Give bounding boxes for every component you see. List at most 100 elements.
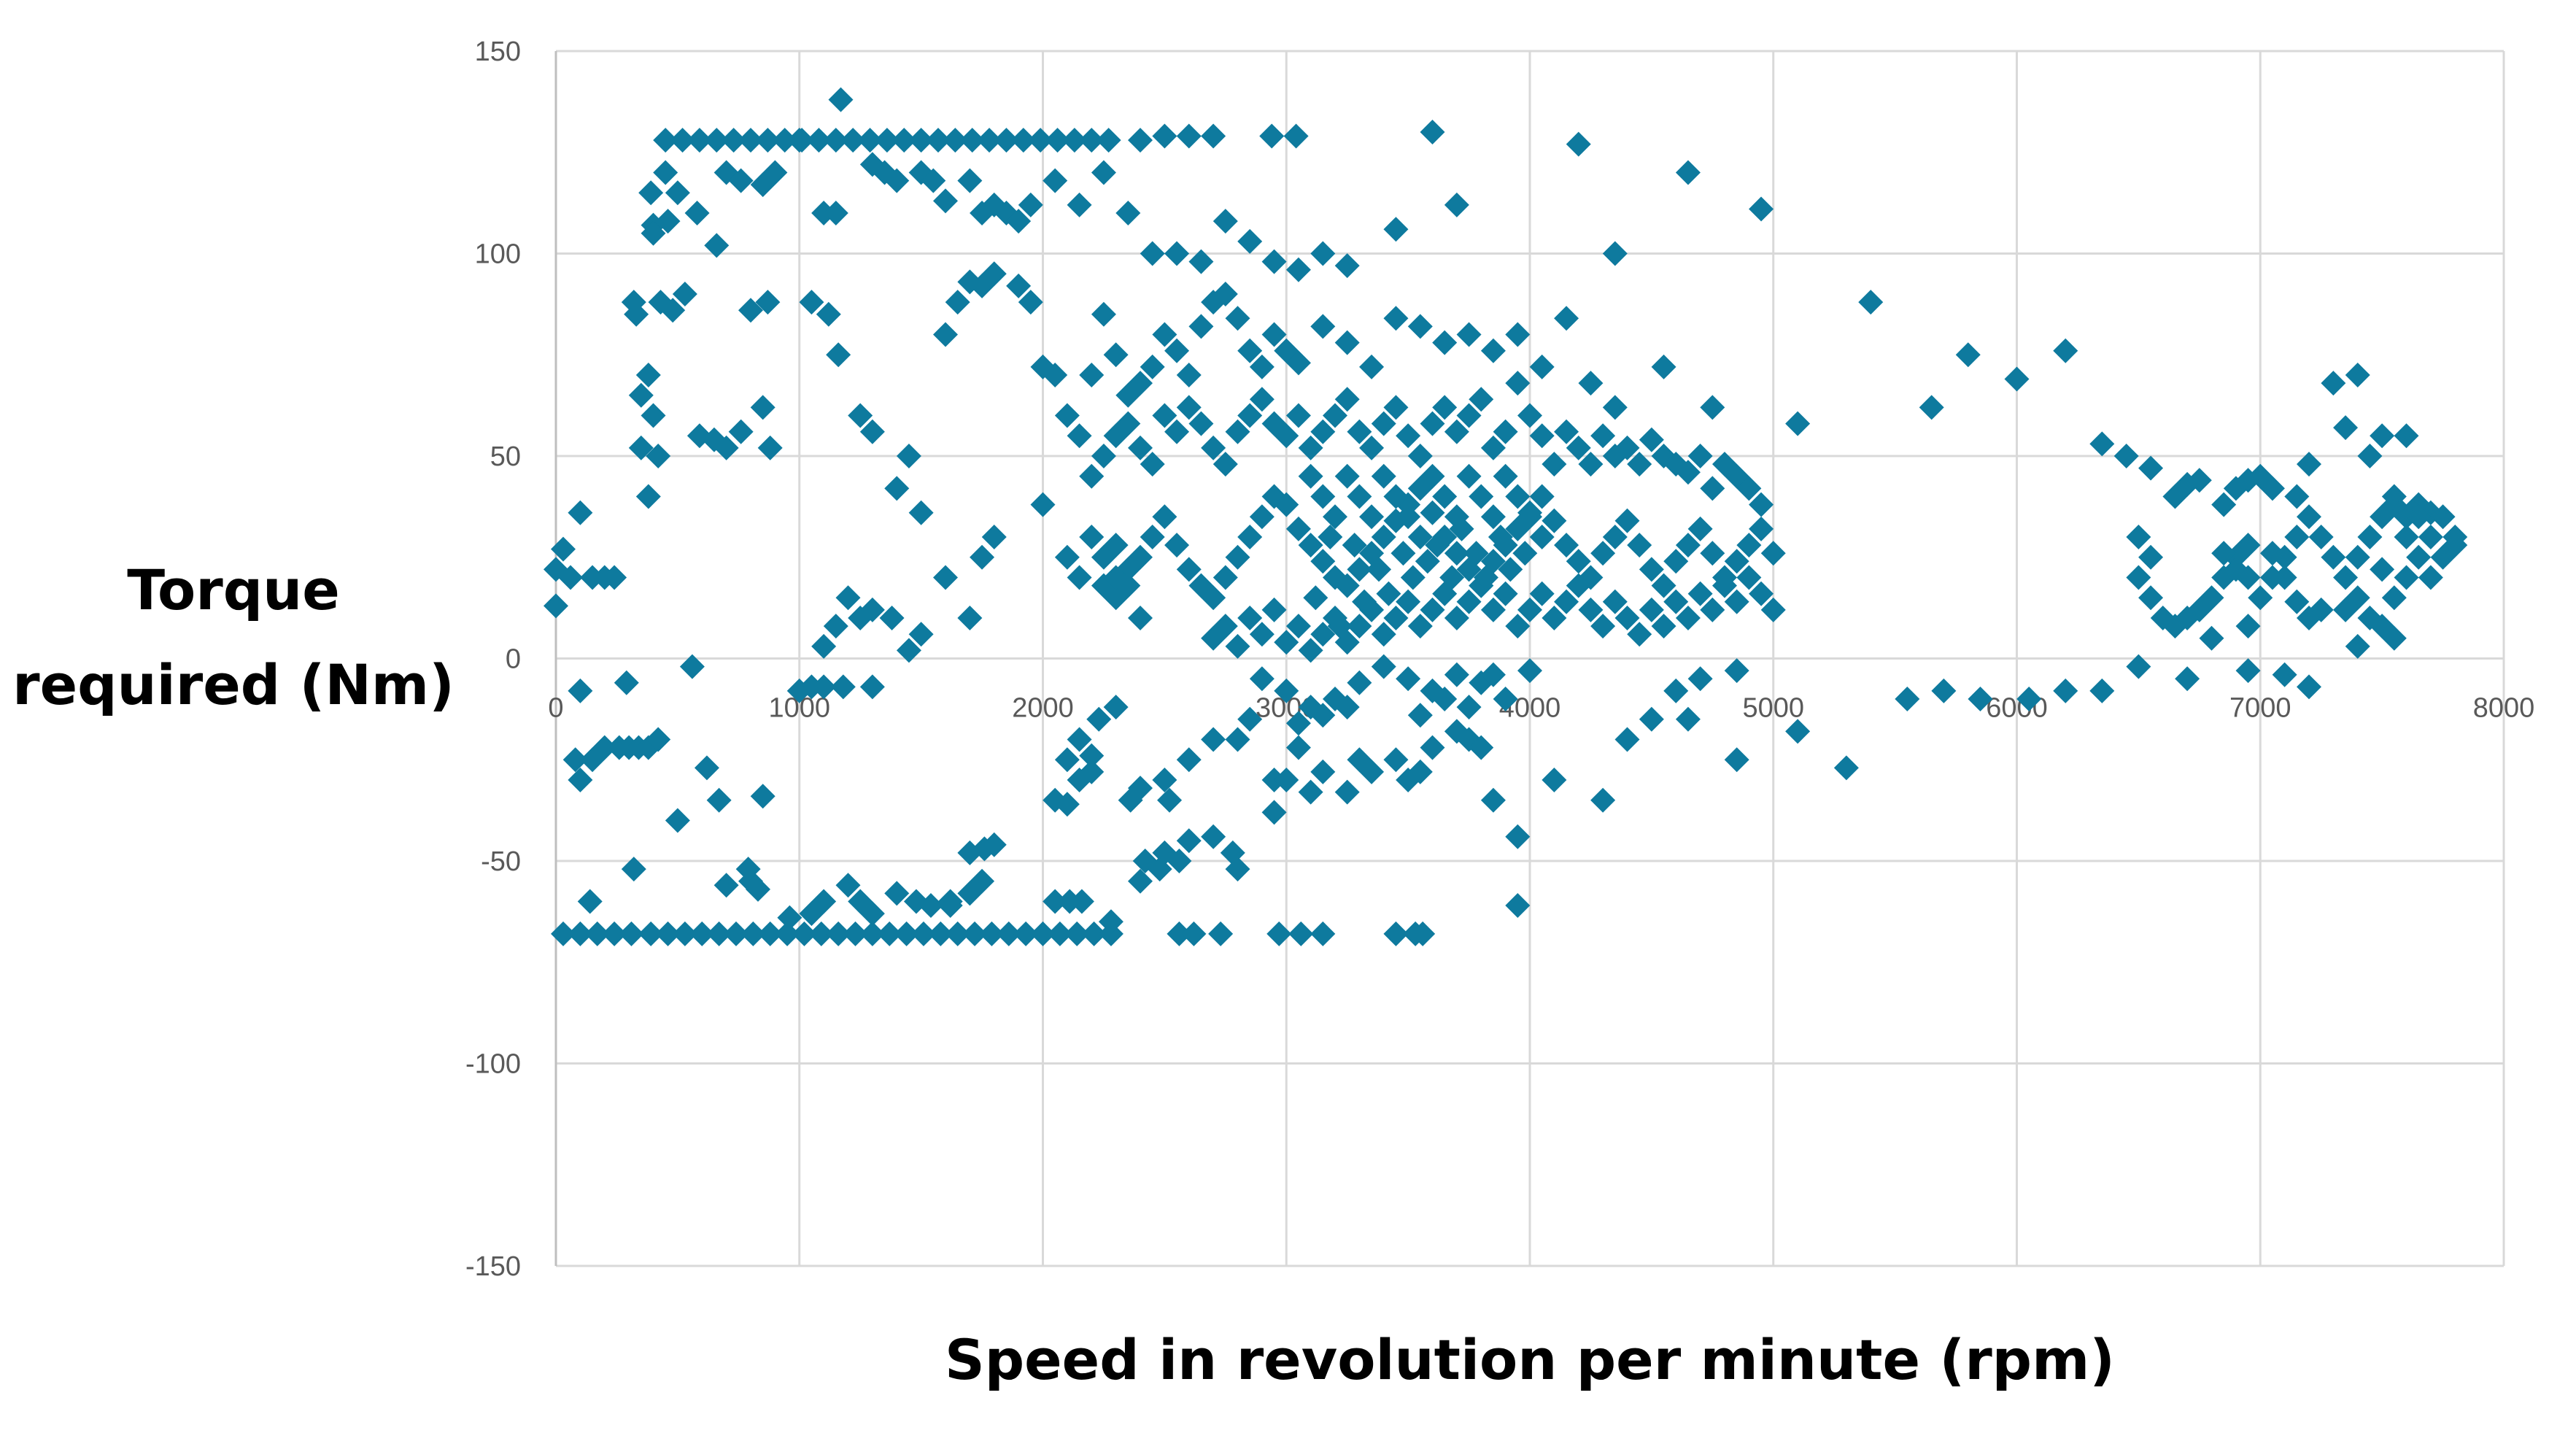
data-point: [2357, 444, 2383, 468]
grid: [554, 50, 2505, 1267]
data-point: [1347, 557, 1372, 582]
data-point: [1833, 755, 1859, 781]
data-point: [943, 128, 968, 153]
data-point: [1371, 411, 1396, 436]
data-point: [826, 921, 851, 946]
data-point: [646, 444, 671, 468]
data-point: [1079, 128, 1105, 153]
data-point: [1225, 633, 1250, 659]
data-point: [1749, 492, 1774, 517]
data-point: [945, 921, 970, 946]
data-point: [1079, 743, 1105, 768]
data-point: [1259, 123, 1285, 149]
data-point: [2284, 525, 2310, 549]
data-point: [1201, 585, 1226, 611]
data-point: [933, 565, 958, 590]
data-point: [1407, 444, 1433, 468]
data-point: [2259, 476, 2285, 501]
data-point: [2297, 504, 2321, 530]
data-point: [859, 921, 885, 946]
data-point: [1164, 419, 1190, 444]
data-point: [1201, 727, 1226, 752]
data-point: [2394, 565, 2419, 590]
data-point: [1432, 395, 1458, 420]
data-point: [1488, 525, 1513, 549]
data-point: [558, 565, 584, 590]
data-point: [1396, 423, 1421, 449]
data-point: [1724, 658, 1749, 684]
data-point: [728, 168, 754, 193]
data-point: [1554, 589, 1579, 614]
data-point: [1396, 666, 1421, 692]
data-point: [1347, 484, 1372, 509]
data-point: [2126, 525, 2151, 549]
data-point: [2211, 492, 2237, 517]
data-point: [1505, 824, 1531, 849]
data-point: [1432, 330, 1458, 355]
data-point: [1261, 800, 1287, 825]
data-point: [2321, 371, 2346, 396]
data-point: [1602, 395, 1628, 420]
data-point: [994, 128, 1019, 153]
data-point: [1298, 533, 1323, 558]
data-point: [1578, 371, 1604, 396]
data-point: [584, 921, 610, 946]
data-point: [1310, 703, 1336, 728]
data-point: [1396, 504, 1421, 530]
data-point: [2284, 484, 2310, 509]
data-point: [835, 873, 861, 898]
data-point: [1858, 290, 1884, 315]
data-point: [1968, 687, 1993, 711]
data-point: [646, 727, 671, 752]
data-point: [1261, 322, 1287, 347]
data-point: [713, 435, 739, 460]
data-point: [2235, 533, 2261, 558]
data-point: [2321, 544, 2346, 570]
data-point: [1347, 670, 1372, 695]
data-point: [1176, 747, 1202, 773]
data-point: [1651, 614, 1676, 639]
data-point: [1237, 338, 1263, 363]
data-point: [1274, 768, 1299, 792]
data-point: [1687, 666, 1713, 692]
data-point: [1383, 747, 1409, 773]
data-point: [816, 301, 841, 327]
data-point: [1310, 419, 1336, 444]
data-point: [1542, 452, 1567, 477]
data-point: [1371, 654, 1396, 679]
data-point: [1359, 759, 1385, 784]
data-point: [1128, 435, 1153, 460]
data-point: [2430, 504, 2456, 530]
data-point: [672, 921, 697, 946]
data-point: [1249, 387, 1275, 412]
data-point: [1749, 516, 1774, 541]
data-point: [1371, 622, 1396, 647]
data-point: [641, 220, 666, 246]
data-point: [1542, 768, 1567, 792]
data-point: [1318, 525, 1343, 549]
data-point: [1639, 557, 1664, 582]
data-point: [1517, 658, 1542, 684]
data-point: [755, 128, 781, 153]
data-point: [2138, 585, 2164, 611]
data-point: [933, 322, 958, 347]
data-point: [1152, 322, 1177, 347]
data-point: [1079, 363, 1105, 387]
data-point: [970, 544, 995, 570]
data-point: [1517, 597, 1542, 622]
data-point: [670, 128, 695, 153]
data-point: [1188, 249, 1214, 274]
data-point: [2370, 423, 2395, 449]
data-point: [568, 921, 593, 946]
data-point: [1602, 241, 1628, 266]
y-tick-label: 50: [490, 441, 521, 472]
data-point: [1334, 573, 1360, 598]
data-point: [772, 128, 797, 153]
data-point: [1724, 549, 1749, 574]
data-point: [568, 678, 593, 703]
data-point: [1760, 597, 1786, 622]
data-point: [1410, 921, 1436, 946]
data-point: [1064, 921, 1090, 946]
data-point: [1687, 581, 1713, 606]
